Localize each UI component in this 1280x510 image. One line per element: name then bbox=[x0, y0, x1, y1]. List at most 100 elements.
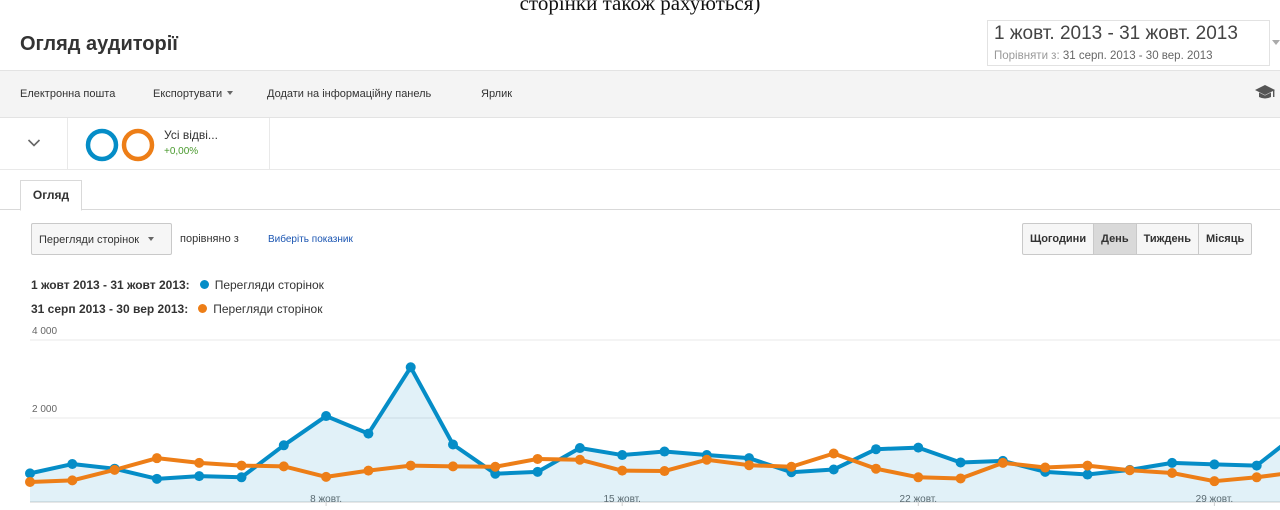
granularity-week-button[interactable]: Тиждень bbox=[1137, 224, 1199, 254]
series-2-point bbox=[405, 460, 416, 471]
compare-with-label: порівняно з bbox=[180, 233, 239, 245]
compare-range-value: 31 серп. 2013 - 30 вер. 2013 bbox=[1062, 50, 1213, 62]
series-1-point bbox=[913, 442, 924, 453]
chevron-down-icon bbox=[27, 139, 41, 147]
email-button[interactable]: Електронна пошта bbox=[20, 88, 116, 100]
series-2-point bbox=[744, 460, 755, 471]
series-2-point bbox=[1040, 462, 1051, 473]
x-tick-label: 29 жовт. bbox=[1196, 494, 1234, 505]
tabs-bar: Огляд bbox=[0, 170, 1280, 211]
x-tick-label: 8 жовт. bbox=[310, 494, 342, 505]
report-toolbar: Електронна пошта Експортувати Додати на … bbox=[0, 70, 1280, 118]
series-1-point bbox=[405, 362, 416, 373]
graduation-cap-icon[interactable] bbox=[1254, 84, 1276, 107]
series-2-point bbox=[151, 453, 162, 464]
series-1-point bbox=[278, 440, 289, 451]
series-1-point bbox=[321, 411, 332, 422]
metric-select-value: Перегляди сторінок bbox=[39, 234, 140, 246]
page-header: Огляд аудиторії 1 жовт. 2013 - 31 жовт. … bbox=[0, 18, 1280, 70]
series-1-point bbox=[490, 468, 501, 479]
series-2-point bbox=[574, 454, 585, 465]
granularity-day-button[interactable]: День bbox=[1094, 224, 1137, 254]
series-1-point bbox=[236, 472, 247, 483]
series-2-point bbox=[1209, 476, 1220, 487]
segment-name: Усі відві... bbox=[164, 128, 218, 142]
series-1-point bbox=[151, 473, 162, 484]
series-2-point bbox=[109, 464, 120, 475]
series-2-point bbox=[490, 461, 501, 472]
series-2-point bbox=[871, 463, 881, 474]
series-2-point bbox=[1082, 460, 1093, 471]
series-1-point bbox=[617, 450, 628, 461]
series-1-point bbox=[871, 444, 881, 455]
tab-overview[interactable]: Огляд bbox=[20, 180, 82, 211]
series-1-point bbox=[363, 428, 374, 439]
series-2-point bbox=[236, 460, 247, 471]
compare-range: Порівняти з: 31 серп. 2013 - 30 вер. 201… bbox=[994, 50, 1213, 62]
series-2-point bbox=[321, 471, 332, 482]
export-button[interactable]: Експортувати bbox=[153, 88, 234, 100]
shortcut-button[interactable]: Ярлик bbox=[481, 88, 513, 100]
series-1-point bbox=[448, 439, 458, 450]
series-2-point bbox=[617, 465, 628, 476]
granularity-month-button[interactable]: Місяць bbox=[1205, 233, 1245, 245]
legend-previous-dot bbox=[198, 304, 208, 313]
series-1-point bbox=[1251, 460, 1262, 471]
series-2-point bbox=[997, 457, 1008, 468]
top-caption: сторінки також рахуються) bbox=[519, 0, 761, 15]
choose-metric-link[interactable]: Виберіть показник bbox=[268, 234, 353, 245]
y-tick-label: 2 000 bbox=[32, 404, 57, 415]
legend-previous-period: 31 серп 2013 - 30 вер 2013: bbox=[31, 302, 189, 316]
chevron-down-icon bbox=[227, 91, 234, 95]
legend-current-dot bbox=[199, 280, 209, 289]
y-tick-label: 4 000 bbox=[32, 326, 57, 337]
series-1-point bbox=[659, 446, 670, 457]
series-2-point bbox=[1251, 472, 1262, 483]
series-1-point bbox=[1167, 457, 1178, 468]
metric-select[interactable]: Перегляди сторінок bbox=[31, 223, 172, 255]
date-range-picker[interactable]: 1 жовт. 2013 - 31 жовт. 2013 Порівняти з… bbox=[987, 20, 1270, 66]
series-1-point bbox=[828, 464, 839, 475]
series-2-point bbox=[278, 461, 289, 472]
series-2-point bbox=[25, 476, 35, 487]
pageviews-chart: 4 000 2 000 8 жовт. 15 жовт. 22 жовт. 29 жовт… bbox=[25, 326, 1280, 506]
series-2-point bbox=[955, 473, 966, 484]
export-label: Експортувати bbox=[153, 88, 223, 100]
series-1-point bbox=[744, 453, 755, 464]
segment-toggle[interactable] bbox=[0, 118, 68, 170]
series-1-area bbox=[30, 367, 1280, 502]
series-2-point bbox=[828, 448, 839, 459]
x-tick-label: 15 жовт. bbox=[603, 494, 641, 505]
chevron-down-icon bbox=[148, 237, 155, 241]
legend-current: 1 жовт 2013 - 31 жовт 2013: Перегляди сто… bbox=[31, 278, 324, 292]
series-1-point bbox=[574, 443, 585, 454]
series-2-point bbox=[786, 461, 797, 472]
add-to-dashboard-button[interactable]: Додати на інформаційну панель bbox=[267, 88, 432, 100]
granularity-switch: Щогодини День Тиждень Місяць bbox=[1022, 223, 1253, 255]
segment-bar: Усі відві... +0,00% bbox=[0, 118, 1280, 170]
granularity-hourly-button[interactable]: Щогодини bbox=[1023, 224, 1095, 254]
series-2-point bbox=[701, 454, 712, 465]
series-2-point bbox=[363, 465, 374, 476]
series-1-point bbox=[955, 457, 966, 468]
series-2-point bbox=[1167, 467, 1178, 478]
date-range-dropdown-icon[interactable] bbox=[1272, 40, 1280, 45]
series-2-point bbox=[532, 453, 543, 464]
series-2-point bbox=[194, 457, 205, 468]
page-title: Огляд аудиторії bbox=[20, 33, 178, 55]
series-2-point bbox=[1124, 465, 1135, 476]
series-1-point bbox=[67, 459, 78, 470]
legend-current-metric: Перегляди сторінок bbox=[214, 278, 324, 292]
segment-card[interactable]: Усі відві... +0,00% bbox=[68, 118, 270, 170]
series-1-point bbox=[1209, 459, 1220, 470]
legend-previous-metric: Перегляди сторінок bbox=[213, 302, 323, 316]
compare-range-label: Порівняти з: bbox=[994, 50, 1060, 62]
series-2-point bbox=[67, 475, 78, 486]
series-1-point bbox=[194, 471, 205, 482]
segment-circles-icon bbox=[85, 128, 155, 162]
x-tick-label: 22 жовт. bbox=[900, 494, 938, 505]
legend-current-period: 1 жовт 2013 - 31 жовт 2013: bbox=[31, 278, 190, 292]
series-2-point bbox=[659, 466, 670, 477]
series-2-point bbox=[913, 472, 924, 483]
series-1-point bbox=[1082, 469, 1093, 480]
